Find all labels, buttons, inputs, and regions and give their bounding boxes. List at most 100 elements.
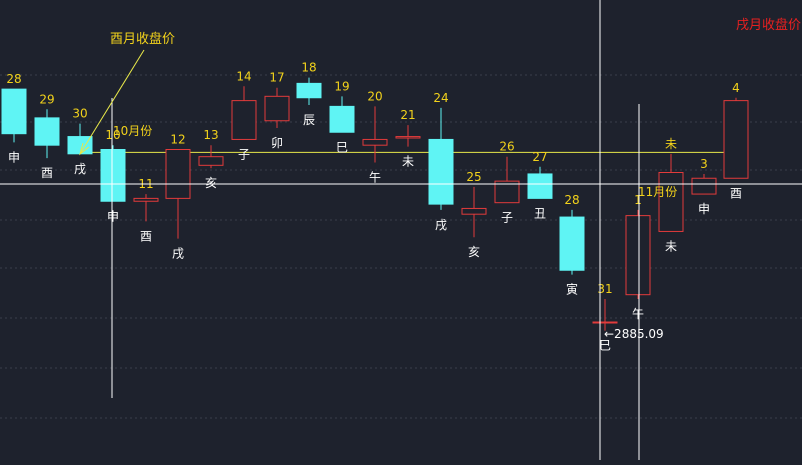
candle-branch-label: 亥 [205, 176, 217, 190]
candle-day-label: 未 [665, 137, 677, 151]
candle-body [494, 180, 520, 204]
candle-body [67, 136, 93, 155]
candle-day-label: 25 [466, 170, 481, 184]
candle-body [691, 177, 717, 195]
candle [723, 97, 749, 179]
annotation-arrow [79, 49, 145, 155]
candle-body [461, 207, 487, 215]
candle [133, 194, 159, 222]
candle-branch-label: 申 [107, 209, 119, 223]
candle [67, 123, 93, 155]
candle-day-label: 13 [203, 128, 218, 142]
candle-body [395, 136, 421, 139]
candle-branch-label: 酉 [41, 166, 53, 180]
candle-body [362, 138, 388, 146]
candle [1, 88, 27, 143]
candle-day-label: 14 [236, 69, 251, 83]
candle-body [527, 173, 553, 199]
candle [625, 209, 651, 299]
candle-day-label: 26 [499, 140, 514, 154]
candle-branch-label: 辰 [303, 113, 315, 127]
candle-body [165, 149, 191, 199]
candle-day-label: 10 [105, 128, 120, 142]
candle-body [100, 149, 126, 202]
last-price-label: ←2885.09 [604, 327, 664, 341]
candle-body [198, 156, 224, 166]
candle-branch-label: 丑 [534, 206, 546, 220]
candle-day-label: 31 [597, 282, 612, 296]
current-month-close-label: 戌月收盘价 [736, 17, 801, 33]
candle-day-label: 1 [634, 193, 642, 207]
candle [329, 96, 355, 133]
candle [658, 153, 684, 232]
candle-body [296, 82, 322, 99]
candle [296, 77, 322, 105]
candle-branch-label: 寅 [566, 282, 578, 297]
candle-branch-label: 午 [369, 170, 381, 184]
prev-month-close-label: 酉月收盘价 [110, 31, 175, 47]
candle-day-label: 24 [433, 91, 448, 105]
candle-branch-label: 申 [698, 202, 710, 216]
candle-day-label: 28 [564, 193, 579, 207]
candle [592, 299, 618, 331]
candle-body [231, 100, 257, 140]
candle-day-label: 28 [6, 72, 21, 86]
candle-branch-label: 申 [8, 150, 20, 164]
candle [461, 186, 487, 238]
candle [527, 166, 553, 199]
candle-body [625, 215, 651, 296]
candle-day-label: 17 [269, 71, 284, 85]
candle-branch-label: 巳 [599, 339, 611, 353]
candle-body [592, 321, 618, 324]
candle-body [133, 197, 159, 202]
candle [100, 145, 126, 202]
candle [494, 156, 520, 204]
candle-day-label: 20 [367, 89, 382, 103]
candle-day-label: 27 [532, 150, 547, 164]
candle [165, 149, 191, 239]
candle-day-label: 29 [39, 92, 54, 106]
month-marker-oct: 10月份 [113, 124, 152, 138]
grid-layer [0, 74, 802, 419]
candle-branch-label: 子 [501, 211, 513, 225]
candle-branch-label: 酉 [730, 186, 742, 200]
labels-layer: 28申29酉30戌10申11酉12戌13亥14子17卯18辰19巳20午21未2… [6, 61, 742, 353]
month-marker-nov: 11月份 [638, 185, 677, 199]
candle-body [34, 117, 60, 146]
candle [559, 209, 585, 275]
candle [395, 125, 421, 147]
candle-body [559, 216, 585, 271]
candle-branch-label: 未 [665, 239, 677, 253]
candle-day-label: 4 [732, 81, 740, 95]
candle-day-label: 21 [400, 108, 415, 122]
candle-branch-label: 巳 [336, 140, 348, 154]
candle-branch-label: 戌 [172, 247, 184, 261]
candle-branch-label: 亥 [468, 245, 480, 259]
annotation-arrow-head [79, 142, 90, 156]
candle-body [428, 138, 454, 205]
candle-branch-label: 戌 [435, 218, 447, 232]
candle-branch-label: 卯 [271, 136, 283, 150]
candle-day-label: 19 [334, 79, 349, 93]
candle-branch-label: 未 [402, 155, 414, 169]
candle [231, 86, 257, 140]
candle-body [658, 172, 684, 232]
candle [428, 107, 454, 210]
candles-layer [1, 77, 749, 331]
candle-day-label: 30 [72, 107, 87, 121]
candle [34, 109, 60, 159]
candle-branch-label: 午 [632, 307, 644, 321]
candle [362, 106, 388, 163]
candle-body [1, 88, 27, 135]
candle-body [329, 105, 355, 133]
candle [264, 87, 290, 128]
candle-day-label: 3 [700, 157, 708, 171]
candle-branch-label: 酉 [140, 229, 152, 243]
candle-body [264, 95, 290, 122]
candle-body [723, 100, 749, 179]
candle-day-label: 18 [301, 61, 316, 75]
candle-day-label: 12 [170, 133, 185, 147]
